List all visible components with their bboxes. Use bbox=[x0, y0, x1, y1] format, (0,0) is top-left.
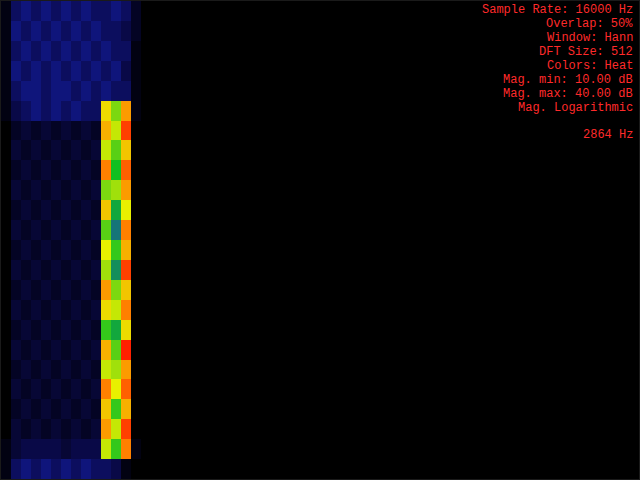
svg-text:Mag. max: 40.00 dB: Mag. max: 40.00 dB bbox=[503, 87, 633, 101]
svg-text:Mag. min: 10.00 dB: Mag. min: 10.00 dB bbox=[503, 73, 633, 87]
svg-text:Overlap: 50%: Overlap: 50% bbox=[546, 17, 633, 31]
svg-text:DFT Size: 512: DFT Size: 512 bbox=[539, 45, 633, 59]
svg-text:Colors: Heat: Colors: Heat bbox=[547, 59, 633, 73]
svg-text:Mag. Logarithmic: Mag. Logarithmic bbox=[518, 101, 633, 115]
svg-text:2864 Hz: 2864 Hz bbox=[583, 128, 633, 142]
svg-text:Window: Hann: Window: Hann bbox=[547, 31, 633, 45]
svg-text:Sample Rate: 16000 Hz: Sample Rate: 16000 Hz bbox=[482, 3, 633, 17]
